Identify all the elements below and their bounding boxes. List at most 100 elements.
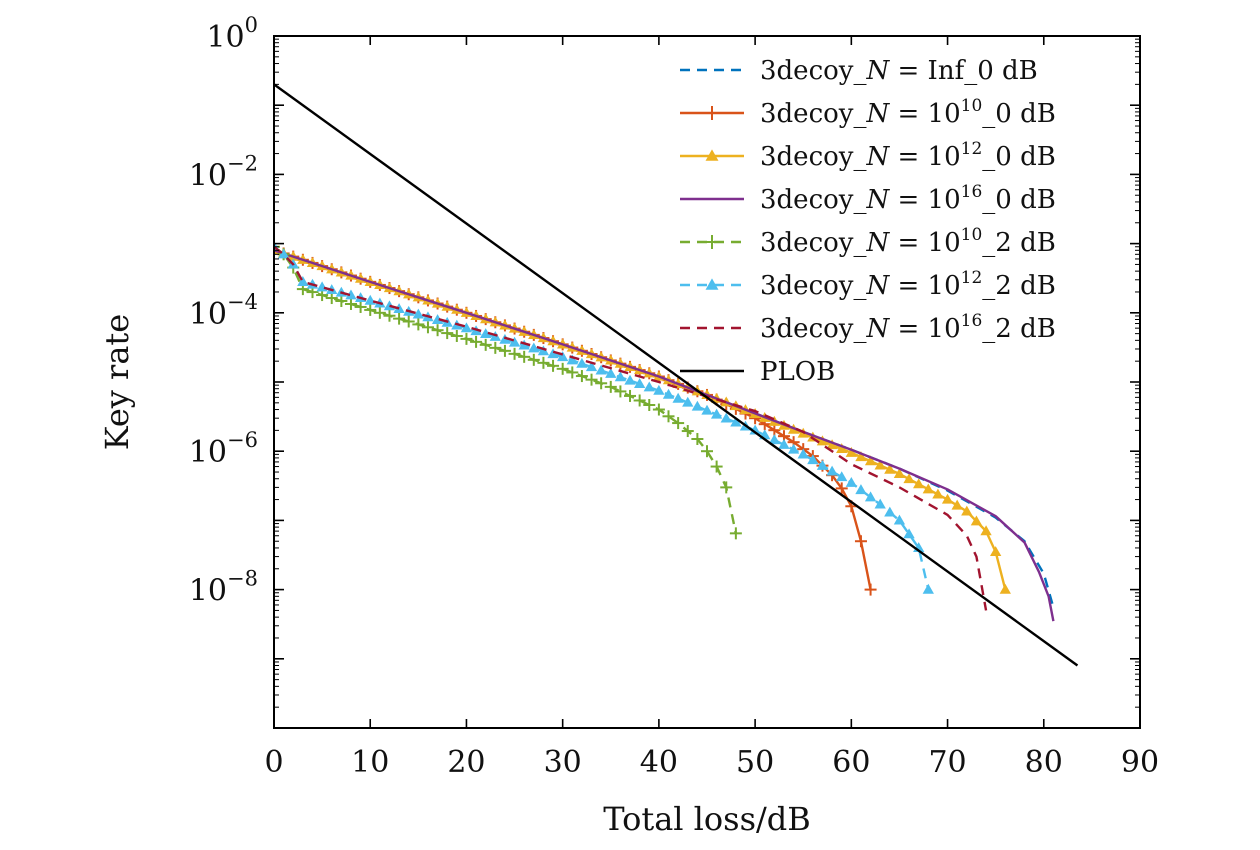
x-tick-label: 50 [736, 745, 774, 780]
y-tick-label: 10−6 [189, 428, 258, 470]
triangle-marker [826, 465, 838, 476]
plus-marker [729, 527, 742, 540]
plus-marker [518, 350, 531, 363]
y-tick-exponent: −4 [227, 290, 258, 314]
triangle-marker [999, 583, 1011, 594]
plus-marker [479, 338, 492, 351]
triangle-marker [701, 404, 713, 415]
triangle-marker [566, 354, 578, 365]
triangle-marker [932, 488, 944, 499]
plus-marker [633, 394, 646, 407]
triangle-marker [816, 459, 829, 470]
y-tick-base: 10 [189, 158, 227, 193]
legend-entry: 3decoy_N = Inf_0 dB [680, 56, 1038, 86]
triangle-marker [884, 463, 896, 474]
x-tick-label: 90 [1121, 745, 1159, 780]
x-tick-label: 0 [264, 745, 283, 780]
x-tick-label: 10 [351, 745, 389, 780]
plus-marker [585, 373, 598, 386]
triangle-marker [884, 506, 896, 517]
plus-marker [662, 410, 675, 423]
y-tick-exponent: −8 [227, 567, 258, 591]
triangle-marker [864, 455, 877, 466]
plus-marker [566, 366, 579, 379]
y-tick-exponent: −6 [227, 428, 258, 452]
plus-marker [498, 344, 511, 357]
y-tick-label: 100 [206, 13, 258, 55]
series-line [274, 245, 738, 534]
triangle-marker [990, 546, 1002, 557]
y-tick-base: 10 [189, 297, 227, 332]
triangle-marker [624, 374, 636, 385]
x-tick-label: 20 [447, 745, 485, 780]
triangle-marker [864, 491, 877, 502]
plus-marker [412, 318, 425, 331]
plus-marker [701, 445, 713, 458]
plus-marker [705, 235, 719, 249]
legend-entry: 3decoy_N = 1016_2 dB [680, 311, 1056, 344]
triangle-marker [705, 149, 719, 161]
plus-marker [720, 481, 733, 494]
plot-frame [273, 35, 1141, 729]
triangle-marker [855, 451, 867, 462]
triangle-marker [653, 384, 665, 395]
triangle-marker [922, 483, 934, 494]
plus-marker [595, 377, 608, 390]
triangle-marker [633, 378, 646, 389]
plus-marker [470, 335, 483, 348]
x-tick-label: 60 [832, 745, 870, 780]
y-tick-exponent: 0 [245, 13, 258, 37]
triangle-marker [508, 336, 521, 347]
legend-label: 3decoy_N = 1016_2 dB [760, 311, 1056, 344]
legend-label: 3decoy_N = 1010_0 dB [760, 96, 1056, 129]
triangle-marker [672, 392, 684, 403]
plus-marker [604, 380, 617, 393]
triangle-marker [797, 448, 809, 459]
triangle-marker [710, 408, 723, 419]
triangle-marker [951, 499, 963, 510]
triangle-marker [807, 454, 819, 465]
plus-marker [441, 327, 454, 340]
plus-marker [835, 482, 848, 495]
triangle-marker [778, 438, 790, 449]
plus-marker [431, 324, 444, 337]
legend-entry: 3decoy_N = 1010_2 dB [680, 225, 1056, 258]
legend-entry: 3decoy_N = 1010_0 dB [680, 96, 1056, 129]
plus-marker [537, 356, 550, 369]
plus-marker [854, 535, 867, 548]
triangle-marker [720, 412, 732, 423]
y-tick-label: 10−8 [189, 567, 258, 609]
legend-entry: 3decoy_N = 1012_0 dB [680, 139, 1056, 172]
triangle-marker [614, 371, 627, 382]
plus-marker [421, 321, 434, 334]
triangle-marker [691, 400, 704, 411]
triangle-marker [903, 528, 915, 539]
plus-marker [672, 417, 685, 430]
plus-marker [344, 297, 357, 310]
plus-marker [460, 332, 473, 345]
triangle-marker [893, 514, 906, 525]
plus-marker [383, 309, 396, 322]
triangle-marker [787, 443, 800, 454]
plus-marker [364, 303, 377, 316]
plus-marker [547, 359, 560, 372]
series-7 [274, 83, 1079, 667]
y-tick-exponent: −2 [227, 151, 258, 175]
plot-series-layer [274, 83, 1079, 667]
triangle-marker [705, 278, 719, 290]
legend-label: 3decoy_N = 1010_2 dB [760, 225, 1056, 258]
triangle-marker [297, 276, 309, 286]
triangle-marker [643, 381, 655, 392]
triangle-marker [605, 367, 617, 378]
legend-label: 3decoy_N = 1016_0 dB [760, 182, 1056, 215]
x-tick-label: 80 [1025, 745, 1063, 780]
plus-marker [325, 292, 338, 305]
plus-marker [335, 295, 348, 308]
series-line [274, 83, 1079, 667]
triangle-marker [903, 473, 915, 484]
triangle-marker [682, 396, 694, 407]
y-tick-base: 10 [189, 435, 227, 470]
triangle-marker [980, 525, 992, 536]
legend-label: 3decoy_N = 1012_2 dB [760, 268, 1056, 301]
triangle-marker [316, 281, 328, 292]
